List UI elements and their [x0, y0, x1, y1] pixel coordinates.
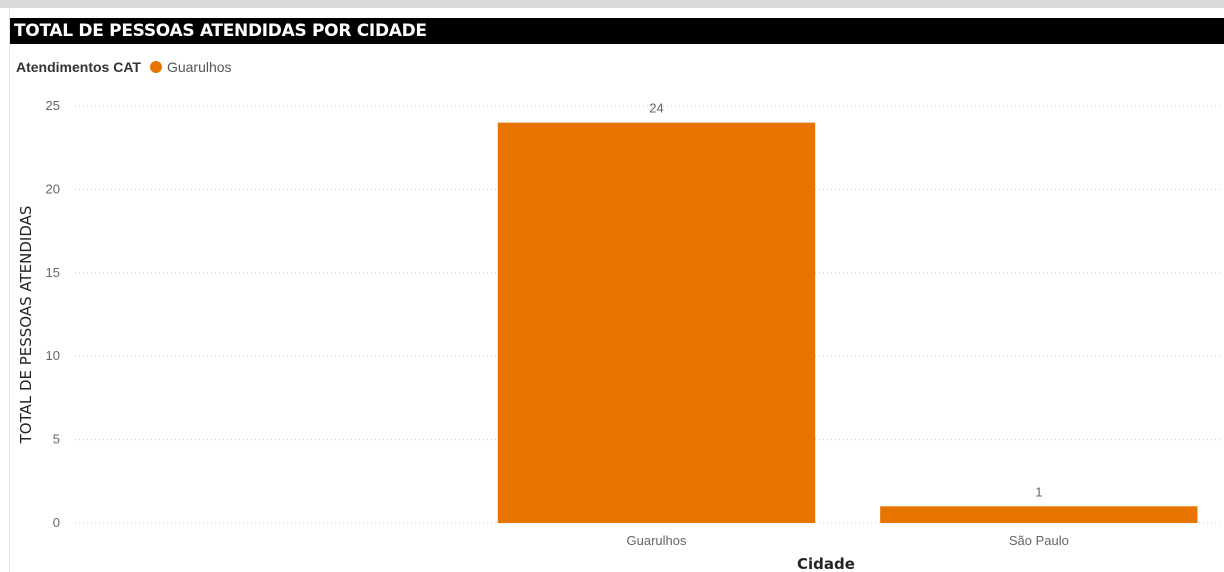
y-tick-label: 5 [53, 432, 60, 447]
x-axis-title: Cidade [797, 555, 855, 572]
x-tick-label: Guarulhos [627, 533, 687, 548]
left-edge [0, 8, 10, 572]
chart-title: TOTAL DE PESSOAS ATENDIDAS POR CIDADE [10, 18, 1224, 44]
x-axis-ticks: Guarulhos São Paulo [627, 533, 1069, 548]
data-label: 24 [649, 101, 663, 116]
y-tick-label: 15 [46, 265, 60, 280]
legend-marker [149, 61, 162, 73]
data-label: 1 [1035, 484, 1042, 499]
bar [497, 122, 816, 524]
top-strip [0, 0, 1224, 8]
y-axis-title: TOTAL DE PESSOAS ATENDIDAS [17, 206, 35, 445]
bar [880, 506, 1198, 523]
data-labels: 24 1 [649, 101, 1042, 500]
bars [497, 122, 1198, 524]
legend-entry-label[interactable]: Guarulhos [166, 59, 232, 75]
x-tick-label: São Paulo [1009, 533, 1069, 548]
legend: Atendimentos CAT Guarulhos [16, 57, 232, 77]
legend-title: Atendimentos CAT [16, 59, 141, 75]
y-tick-label: 20 [46, 181, 60, 196]
y-tick-label: 10 [46, 348, 60, 363]
y-tick-label: 0 [53, 515, 60, 530]
y-tick-label: 25 [46, 98, 60, 113]
y-axis-ticks: 0 5 10 15 20 25 [46, 98, 60, 530]
